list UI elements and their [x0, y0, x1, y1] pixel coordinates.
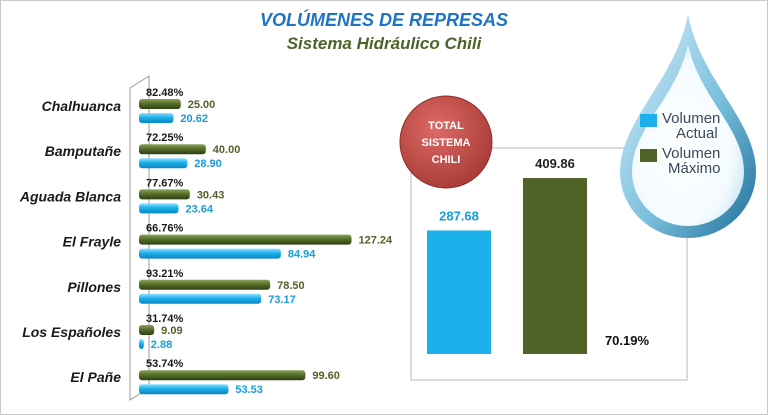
- category-label-bamputane: Bamputañe: [45, 143, 121, 159]
- percent-label-el-frayle: 66.76%: [146, 223, 184, 235]
- bar-actual-el-pane: [139, 384, 228, 394]
- value-label-actual-pillones: 73.17: [268, 294, 296, 306]
- total-percent-label: 70.19%: [605, 333, 650, 348]
- total-label-line-1: TOTAL: [428, 120, 464, 132]
- value-label-actual-chalhuanca: 20.62: [180, 113, 208, 125]
- bar-actual-chalhuanca: [139, 113, 173, 123]
- percent-label-bamputane: 72.25%: [146, 132, 184, 144]
- value-label-maximo-bamputane: 40.00: [213, 144, 241, 156]
- total-value-label-volumen-actual: 287.68: [439, 208, 479, 223]
- value-label-maximo-los-espanoles: 9.09: [161, 325, 182, 337]
- value-label-maximo-el-frayle: 127.24: [358, 235, 393, 247]
- value-label-actual-bamputane: 28.90: [194, 158, 222, 170]
- category-label-los-espanoles: Los Españoles: [22, 324, 121, 340]
- category-label-pillones: Pillones: [67, 279, 121, 295]
- value-label-actual-el-frayle: 84.94: [288, 249, 316, 261]
- value-label-maximo-chalhuanca: 25.00: [188, 99, 216, 111]
- percent-label-aguada-blanca: 77.67%: [146, 177, 184, 189]
- value-label-actual-los-espanoles: 2.88: [151, 339, 172, 351]
- value-label-actual-aguada-blanca: 23.64: [185, 203, 213, 215]
- category-label-el-frayle: El Frayle: [63, 234, 122, 250]
- value-label-maximo-aguada-blanca: 30.43: [197, 189, 225, 201]
- bar-maximo-chalhuanca: [139, 99, 181, 109]
- value-label-maximo-pillones: 78.50: [277, 280, 305, 292]
- bar-maximo-el-frayle: [139, 235, 351, 245]
- bar-actual-el-frayle: [139, 249, 281, 259]
- legend-swatch-maximo: [640, 149, 657, 162]
- legend-actual-line-2: Actual: [676, 125, 718, 142]
- bar-actual-pillones: [139, 294, 261, 304]
- percent-label-el-pane: 53.74%: [146, 358, 184, 370]
- total-label-line-2: SISTEMA: [422, 137, 471, 149]
- category-label-aguada-blanca: Aguada Blanca: [19, 188, 121, 204]
- total-bar-volumen-actual: [427, 230, 491, 354]
- bar-actual-los-espanoles: [139, 339, 144, 349]
- total-label-line-3: CHILI: [432, 154, 461, 166]
- bar-actual-bamputane: [139, 158, 187, 168]
- category-label-el-pane: El Pañe: [70, 369, 121, 385]
- percent-label-pillones: 93.21%: [146, 268, 184, 280]
- bar-maximo-los-espanoles: [139, 325, 154, 335]
- total-bar-volumen-maximo: [523, 178, 587, 354]
- bar-maximo-pillones: [139, 280, 270, 290]
- legend-swatch-actual: [640, 114, 657, 127]
- bar-maximo-bamputane: [139, 144, 206, 154]
- value-label-actual-el-pane: 53.53: [235, 384, 263, 396]
- bar-actual-aguada-blanca: [139, 203, 178, 213]
- category-label-chalhuanca: Chalhuanca: [42, 98, 122, 114]
- total-value-label-volumen-maximo: 409.86: [535, 156, 575, 171]
- bar-maximo-aguada-blanca: [139, 189, 190, 199]
- percent-label-chalhuanca: 82.48%: [146, 87, 184, 99]
- bar-maximo-el-pane: [139, 370, 305, 380]
- legend-maximo-line-2: Máximo: [668, 160, 721, 177]
- percent-label-los-espanoles: 31.74%: [146, 313, 184, 325]
- value-label-maximo-el-pane: 99.60: [312, 370, 340, 382]
